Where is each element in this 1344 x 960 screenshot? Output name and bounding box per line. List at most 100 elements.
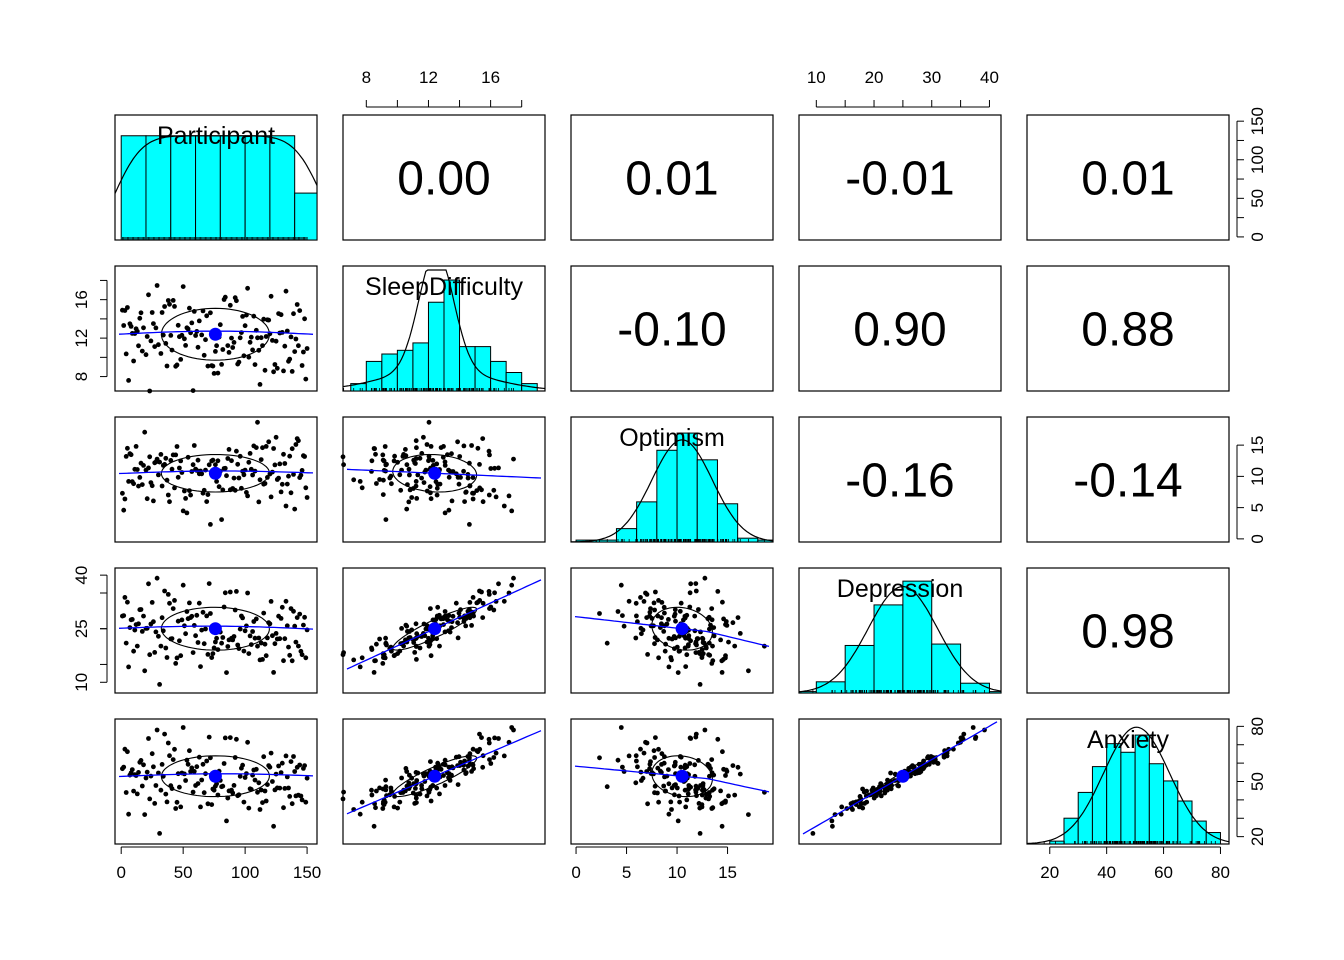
histogram-bar: [412, 342, 429, 392]
data-point: [237, 335, 243, 341]
tick-label: 12: [419, 68, 438, 87]
data-point: [683, 804, 689, 810]
data-point: [178, 804, 184, 810]
data-point: [426, 635, 431, 641]
data-point: [125, 445, 130, 451]
data-point: [389, 481, 394, 487]
data-point: [463, 489, 469, 495]
y-axis-right-Anxiety: 20 50 80: [1236, 717, 1267, 846]
data-point: [208, 310, 213, 316]
data-point: [299, 363, 305, 368]
data-point: [247, 633, 253, 639]
data-point: [220, 487, 226, 493]
data-point: [120, 490, 125, 496]
data-point: [253, 766, 259, 772]
data-point: [175, 474, 181, 480]
data-point: [210, 651, 216, 656]
x-axis-bottom-Participant: 0 50 100 150: [116, 846, 321, 882]
data-point: [359, 655, 365, 661]
data-point: [139, 348, 145, 354]
data-point: [196, 600, 202, 606]
data-point: [424, 793, 430, 799]
data-point: [159, 483, 165, 489]
variable-label-Depression: Depression: [837, 575, 963, 603]
data-point: [341, 650, 346, 655]
data-point: [710, 658, 716, 664]
data-point: [147, 796, 153, 802]
data-point: [245, 493, 251, 499]
data-point: [241, 648, 247, 654]
data-point: [652, 641, 657, 647]
data-point: [153, 629, 159, 635]
data-point: [286, 473, 291, 479]
data-point: [860, 786, 865, 792]
data-point: [222, 590, 228, 596]
data-point: [404, 506, 410, 512]
data-point: [620, 764, 625, 770]
data-point: [227, 735, 233, 740]
data-point: [205, 801, 211, 807]
data-point: [187, 305, 192, 311]
data-point: [709, 606, 715, 611]
histogram-bar: [145, 135, 172, 241]
tick-label: 40: [1097, 863, 1116, 882]
data-point: [442, 510, 448, 516]
data-point: [501, 753, 507, 759]
data-point: [167, 753, 172, 759]
data-point: [180, 582, 186, 588]
data-point: [257, 477, 263, 483]
data-point: [648, 606, 653, 611]
data-point: [810, 831, 816, 836]
data-point: [693, 581, 699, 586]
density-curve: [570, 439, 774, 543]
correlation-SleepDifficulty-Anxiety: 0.88: [1081, 304, 1174, 357]
data-point: [380, 457, 386, 463]
data-point: [153, 783, 159, 788]
variable-label-Optimism: Optimism: [619, 424, 725, 452]
data-point: [172, 304, 177, 309]
data-point: [970, 725, 976, 730]
data-point: [656, 799, 661, 805]
data-point: [293, 442, 299, 447]
data-point: [281, 658, 286, 664]
mean-point: [428, 769, 442, 783]
data-point: [260, 445, 265, 451]
data-point: [297, 762, 303, 768]
data-point: [380, 661, 386, 666]
correlation-Depression-Anxiety: 0.98: [1081, 606, 1174, 659]
data-point: [359, 485, 365, 491]
data-point: [692, 762, 698, 768]
data-point: [240, 314, 246, 319]
data-point: [413, 479, 419, 484]
data-point: [167, 499, 172, 505]
panel-frame-2-3: [798, 416, 1002, 543]
data-point: [467, 483, 473, 489]
data-point: [882, 790, 888, 796]
data-point: [666, 664, 672, 670]
data-point: [643, 590, 648, 596]
data-point: [138, 607, 144, 612]
data-point: [414, 631, 420, 637]
tick-label: 8: [72, 372, 91, 381]
data-point: [669, 785, 675, 791]
data-point: [255, 789, 260, 795]
data-point: [406, 780, 412, 786]
data-point: [235, 642, 241, 648]
data-point: [480, 615, 486, 620]
data-point: [125, 305, 130, 310]
data-point: [174, 655, 180, 661]
data-point: [165, 298, 171, 303]
data-point: [633, 753, 639, 759]
data-point: [692, 613, 698, 619]
data-point: [457, 454, 463, 459]
correlation-ellipse: [160, 453, 270, 493]
data-point: [710, 643, 715, 649]
data-point: [163, 455, 169, 461]
tick-label: 5: [1248, 503, 1267, 512]
data-point: [184, 510, 190, 516]
data-point: [134, 467, 140, 472]
data-point: [686, 633, 692, 639]
data-point: [633, 780, 639, 786]
data-point: [666, 767, 671, 772]
data-point: [479, 487, 484, 493]
